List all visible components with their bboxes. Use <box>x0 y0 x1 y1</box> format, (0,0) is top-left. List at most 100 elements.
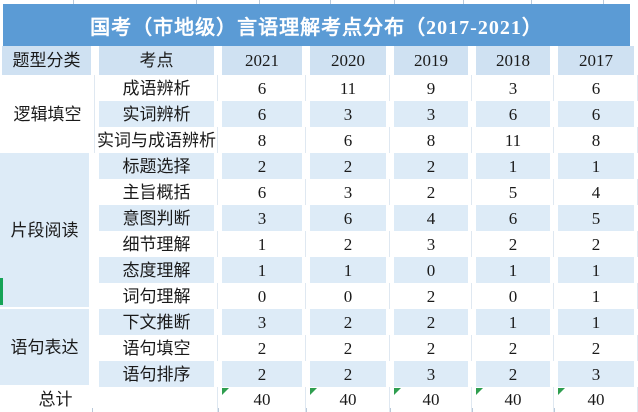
value-cell[interactable]: 0 <box>306 283 390 309</box>
value-cell[interactable]: 6 <box>218 179 306 205</box>
sheet-gridline-tick <box>463 0 464 4</box>
topic-cell[interactable]: 下文推断 <box>99 309 214 335</box>
value-cell[interactable]: 6 <box>222 101 302 127</box>
value-cell[interactable]: 1 <box>310 257 386 283</box>
sheet-gridline-tick <box>73 0 74 4</box>
sheet-gridline-tick <box>394 0 395 4</box>
total-value-cell[interactable]: 40 <box>306 387 390 412</box>
value-cell[interactable]: 4 <box>554 179 638 205</box>
value-cell[interactable]: 2 <box>390 283 472 309</box>
topic-cell[interactable]: 实词辨析 <box>99 101 214 127</box>
value-cell[interactable]: 6 <box>476 205 550 231</box>
value-cell[interactable]: 5 <box>558 205 634 231</box>
value-cell[interactable]: 5 <box>472 179 554 205</box>
value-cell[interactable]: 3 <box>390 231 472 257</box>
value-cell[interactable]: 3 <box>306 179 390 205</box>
category-cell[interactable]: 语句表达 <box>0 309 89 385</box>
column-header-7[interactable]: 2017 <box>558 46 634 75</box>
sheet-gridline-stub <box>218 408 219 412</box>
sheet-gridline-tick <box>603 0 604 4</box>
column-header-3[interactable]: 2021 <box>222 46 302 75</box>
topic-cell[interactable]: 实词与成语辨析 <box>95 127 218 153</box>
sheet-gridline-stub <box>554 408 555 412</box>
value-cell[interactable]: 2 <box>476 361 550 387</box>
category-cell[interactable]: 片段阅读 <box>0 153 89 307</box>
topic-cell[interactable]: 标题选择 <box>99 153 214 179</box>
value-cell[interactable]: 3 <box>472 75 554 101</box>
value-cell[interactable]: 1 <box>476 153 550 179</box>
total-value-cell[interactable]: 40 <box>390 387 472 412</box>
value-cell[interactable]: 1 <box>558 309 634 335</box>
column-header-5[interactable]: 2019 <box>394 46 468 75</box>
value-cell[interactable]: 2 <box>390 179 472 205</box>
topic-cell[interactable]: 意图判断 <box>99 205 214 231</box>
value-cell[interactable]: 2 <box>390 335 472 361</box>
topic-cell[interactable]: 态度理解 <box>99 257 214 283</box>
value-cell[interactable]: 4 <box>394 205 468 231</box>
column-header-1[interactable]: 题型分类 <box>2 46 91 75</box>
topic-cell[interactable]: 成语辨析 <box>95 75 218 101</box>
value-cell[interactable]: 2 <box>394 153 468 179</box>
value-cell[interactable]: 1 <box>222 257 302 283</box>
value-cell[interactable]: 1 <box>558 153 634 179</box>
empty-cell[interactable] <box>95 387 218 412</box>
table-title-cell[interactable]: 国考（市地级）言语理解考点分布（2017-2021） <box>3 4 630 46</box>
topic-cell[interactable]: 词句理解 <box>95 283 218 309</box>
total-value-cell[interactable]: 40 <box>554 387 638 412</box>
value-cell[interactable]: 6 <box>554 75 638 101</box>
sheet-gridline-tick <box>259 0 260 4</box>
value-cell[interactable]: 0 <box>218 283 306 309</box>
value-cell[interactable]: 1 <box>558 257 634 283</box>
value-cell[interactable]: 8 <box>554 127 638 153</box>
value-cell[interactable]: 3 <box>310 101 386 127</box>
value-cell[interactable]: 6 <box>476 101 550 127</box>
column-header-4[interactable]: 2020 <box>310 46 386 75</box>
value-cell[interactable]: 1 <box>476 309 550 335</box>
value-cell[interactable]: 6 <box>218 75 306 101</box>
value-cell[interactable]: 11 <box>306 75 390 101</box>
value-cell[interactable]: 1 <box>554 283 638 309</box>
value-cell[interactable]: 8 <box>218 127 306 153</box>
value-cell[interactable]: 2 <box>554 335 638 361</box>
topic-cell[interactable]: 细节理解 <box>95 231 218 257</box>
topic-cell[interactable]: 主旨概括 <box>95 179 218 205</box>
value-cell[interactable]: 2 <box>218 335 306 361</box>
value-cell[interactable]: 1 <box>476 257 550 283</box>
value-cell[interactable]: 0 <box>472 283 554 309</box>
total-value-cell[interactable]: 40 <box>218 387 306 412</box>
sheet-gridline-tick <box>330 0 331 4</box>
value-cell[interactable]: 2 <box>472 231 554 257</box>
value-cell[interactable]: 2 <box>222 153 302 179</box>
value-cell[interactable]: 3 <box>222 205 302 231</box>
value-cell[interactable]: 2 <box>310 361 386 387</box>
value-cell[interactable]: 3 <box>394 361 468 387</box>
topic-cell[interactable]: 语句排序 <box>99 361 214 387</box>
value-cell[interactable]: 2 <box>554 231 638 257</box>
value-cell[interactable]: 2 <box>306 231 390 257</box>
table-title: 国考（市地级）言语理解考点分布（2017-2021） <box>90 16 543 39</box>
value-cell[interactable]: 11 <box>472 127 554 153</box>
value-cell[interactable]: 6 <box>558 101 634 127</box>
value-cell[interactable]: 2 <box>310 309 386 335</box>
value-cell[interactable]: 3 <box>222 309 302 335</box>
value-cell[interactable]: 9 <box>390 75 472 101</box>
value-cell[interactable]: 2 <box>472 335 554 361</box>
value-cell[interactable]: 6 <box>310 205 386 231</box>
value-cell[interactable]: 3 <box>394 101 468 127</box>
category-cell[interactable]: 逻辑填空 <box>0 75 95 153</box>
value-cell[interactable]: 6 <box>306 127 390 153</box>
value-cell[interactable]: 1 <box>218 231 306 257</box>
column-header-6[interactable]: 2018 <box>476 46 550 75</box>
total-value-cell[interactable]: 40 <box>472 387 554 412</box>
value-cell[interactable]: 8 <box>390 127 472 153</box>
topic-cell[interactable]: 语句填空 <box>95 335 218 361</box>
value-cell[interactable]: 2 <box>222 361 302 387</box>
column-header-2[interactable]: 考点 <box>99 46 214 75</box>
value-cell[interactable]: 2 <box>306 335 390 361</box>
value-cell[interactable]: 3 <box>558 361 634 387</box>
value-cell[interactable]: 2 <box>310 153 386 179</box>
value-cell[interactable]: 0 <box>394 257 468 283</box>
total-label-cell[interactable]: 总计 <box>0 387 95 412</box>
value-cell[interactable]: 2 <box>394 309 468 335</box>
